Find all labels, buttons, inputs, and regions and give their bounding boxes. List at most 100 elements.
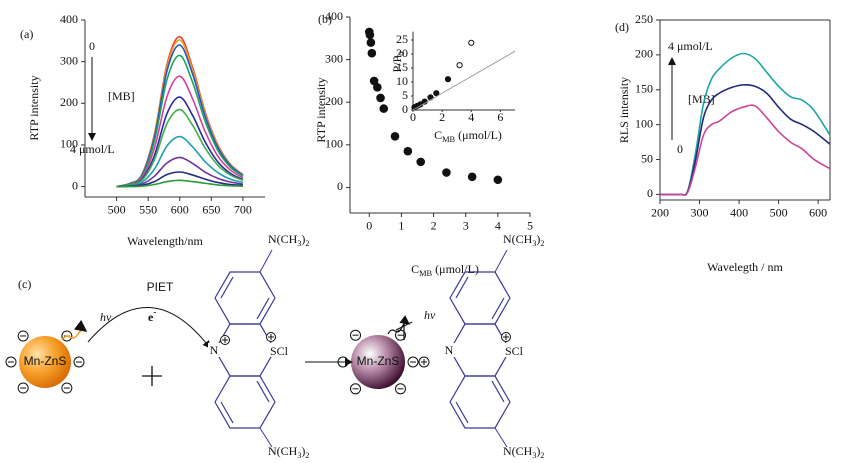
data-line (116, 135, 244, 188)
x-axis-label: Wavelegth / nm (707, 260, 783, 274)
y-axis-label-part: 0 (397, 52, 406, 56)
x-tick-label: 4 (468, 110, 474, 124)
y-tick-label: 300 (60, 53, 78, 67)
amine-label: N(CH3)2 (268, 232, 309, 249)
amine-part: 3 (297, 239, 301, 248)
x-tick-label: 500 (108, 202, 126, 216)
y-tick-label: 15 (396, 60, 408, 74)
emission-wave (61, 319, 88, 341)
double-bonds (455, 276, 505, 424)
particle (19, 336, 71, 388)
x-tick-label: 600 (809, 205, 827, 219)
y-tick-label: 250 (635, 12, 653, 26)
ring-s: SCl (270, 344, 289, 358)
cation-symbol (268, 334, 274, 340)
data-line (116, 108, 244, 188)
amine-part: ) (536, 232, 540, 246)
amine-part: N(CH (503, 444, 533, 458)
x-axis-label-part: C (434, 128, 442, 142)
amine-part: 2 (540, 239, 544, 248)
cation-symbol (222, 337, 228, 343)
y-tick-label: 25 (396, 32, 408, 46)
ring (449, 271, 511, 325)
y-tick-label: 100 (60, 137, 78, 151)
amine-part: N(CH (268, 232, 298, 246)
y-tick-label: 100 (325, 137, 343, 151)
y-tick-label: 20 (396, 46, 408, 60)
ring (214, 271, 276, 325)
data-point (493, 175, 503, 185)
annotation: [MB] (688, 92, 715, 106)
y-axis-label: RLS intensity (617, 77, 631, 143)
panel-label: (c) (18, 277, 31, 291)
bond (494, 249, 508, 273)
panel-label: (b) (318, 12, 332, 26)
x-axis-label-part: (μmol/L) (455, 128, 502, 142)
x-tick-label: 0 (366, 218, 372, 232)
data-point (456, 62, 463, 69)
fit-line (412, 50, 516, 111)
panel-label: (d) (615, 20, 629, 34)
y-tick-label: 0 (402, 102, 408, 116)
double-bonds (220, 276, 270, 424)
bond (259, 249, 273, 273)
amine-label: N(CH3)2 (503, 444, 544, 461)
ring-n: N (210, 343, 219, 357)
data-point (376, 93, 385, 103)
ring (214, 375, 276, 429)
bond (259, 427, 273, 448)
data-line (116, 44, 244, 188)
x-axis-label-part: (μmol/L) (432, 262, 479, 276)
electron-symbol: e (148, 310, 154, 324)
x-tick-label: 600 (171, 202, 189, 216)
y-tick-label: 10 (396, 74, 408, 88)
annotation: 0 (89, 39, 95, 53)
data-line (116, 96, 244, 188)
y-tick-label: 300 (325, 51, 343, 65)
annotation: 4 μmol/L (668, 39, 713, 53)
process-label: PIET (147, 280, 174, 294)
amine-label: N(CH3)2 (268, 444, 309, 461)
data-point (366, 38, 376, 47)
amine-part: N(CH (503, 232, 533, 246)
x-tick-label: 5 (527, 218, 533, 232)
ring-s: SCl (505, 344, 524, 358)
electron-charge: - (153, 307, 156, 317)
data-point (390, 132, 400, 141)
x-tick-label: 4 (495, 218, 501, 232)
ring (449, 375, 511, 429)
y-tick-label: 5 (402, 88, 408, 102)
bond (494, 427, 508, 448)
x-axis-label: CMB (μmol/L) (411, 262, 479, 279)
data-point (403, 146, 413, 156)
amine-part: 2 (540, 451, 544, 460)
annotation: 4 μmol/L (70, 142, 115, 156)
atom-bg (269, 343, 291, 357)
y-tick-label: 50 (641, 151, 653, 165)
y-tick-label: 0 (337, 179, 343, 193)
data-line (116, 179, 243, 188)
emission-label: hv (100, 310, 112, 324)
x-tick-label: 400 (730, 205, 748, 219)
quench-cross (395, 318, 413, 340)
plus-sign (142, 366, 162, 386)
particle (351, 335, 405, 389)
emission-wave (387, 315, 410, 335)
particle-label: Mn-ZnS (357, 354, 400, 368)
amine-part: 2 (305, 451, 309, 460)
data-point (373, 83, 382, 92)
data-point (416, 157, 426, 167)
data-line (116, 54, 244, 188)
x-tick-label: 550 (139, 202, 157, 216)
amine-part: ) (536, 444, 540, 458)
x-tick-label: 2 (431, 218, 437, 232)
amine-part: ) (301, 232, 305, 246)
y-axis-label: RTP intensity (314, 77, 328, 142)
x-axis-label: Wavelength/nm (127, 234, 203, 248)
y-axis-label: RTP intensity (27, 75, 41, 140)
x-axis-label: CMB (μmol/L) (434, 128, 502, 145)
x-tick-label: 700 (234, 202, 252, 216)
cation-symbol (421, 359, 427, 365)
amine-part: 3 (297, 451, 301, 460)
